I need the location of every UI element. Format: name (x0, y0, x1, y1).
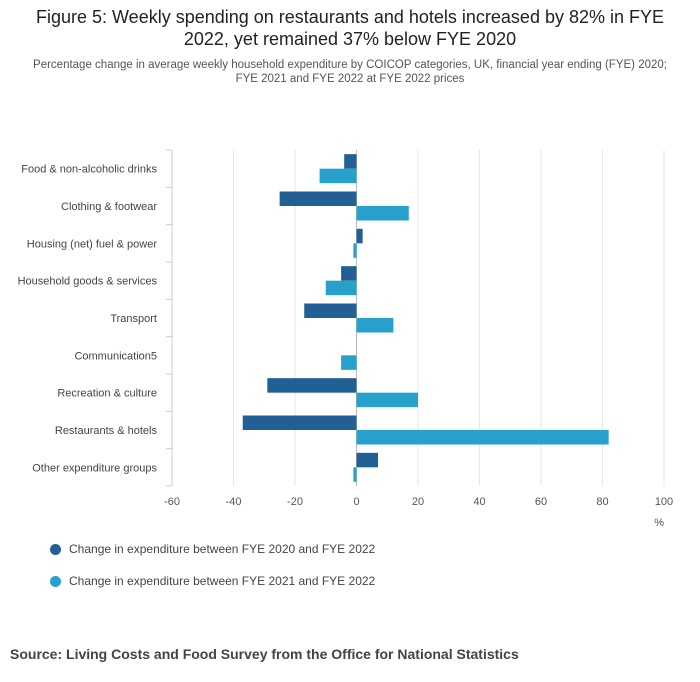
x-tick-label: 20 (412, 496, 424, 508)
bar-fye2020 (242, 415, 357, 430)
chart-title: Figure 5: Weekly spending on restaurants… (35, 7, 665, 49)
category-label: Transport (110, 313, 157, 325)
x-tick-label: -60 (164, 496, 180, 508)
bar-fye2020 (356, 228, 363, 244)
legend-swatch-fye2020 (50, 543, 61, 555)
bar-fye2021 (356, 430, 609, 445)
category-label: Housing (net) fuel & power (27, 238, 158, 250)
category-label: Food & non-alcoholic drinks (21, 164, 157, 176)
x-tick-label: 100 (655, 496, 673, 508)
bar-fye2020 (344, 154, 357, 169)
x-axis-label: % (654, 517, 664, 529)
category-label: Communication5 (74, 350, 157, 362)
category-label: Household goods & services (18, 276, 158, 288)
bar-fye2021 (353, 467, 357, 482)
bar-fye2020 (279, 191, 357, 206)
legend-label-fye2021: Change in expenditure between FYE 2021 a… (69, 574, 376, 588)
x-tick-label: -20 (287, 496, 303, 508)
x-tick-label: 0 (353, 496, 359, 508)
bar-fye2020 (267, 378, 357, 393)
x-tick-label: 40 (473, 496, 485, 508)
category-label: Restaurants & hotels (55, 425, 158, 437)
bar-fye2020 (356, 452, 379, 468)
bar-fye2021 (353, 243, 357, 258)
bar-chart: -60 -40 -20 0 20 40 60 80 100% Food & non-alcohol… (18, 149, 673, 529)
legend-swatch-fye2021 (50, 575, 61, 587)
x-tick-label: 80 (596, 496, 608, 508)
x-tick-label: 60 (535, 496, 547, 508)
chart-subtitle: Percentage change in average weekly hous… (33, 59, 667, 85)
bar-fye2021 (319, 168, 357, 184)
bar-fye2021 (356, 392, 418, 408)
category-label: Other expenditure groups (32, 462, 157, 474)
bar-fye2021 (356, 206, 409, 221)
category-label: Recreation & culture (57, 388, 157, 400)
bar-fye2021 (356, 318, 394, 333)
x-tick-label: -40 (226, 496, 242, 508)
bar-fye2020 (304, 303, 357, 318)
bar-fye2021 (325, 280, 357, 296)
category-label: Clothing & footwear (61, 201, 157, 213)
bar-fye2021 (341, 355, 357, 370)
source-note: Source: Living Costs and Food Survey fro… (10, 646, 519, 662)
bar-fye2020 (341, 266, 357, 281)
legend-label-fye2020: Change in expenditure between FYE 2020 a… (69, 542, 376, 556)
legend-item-fye2021: Change in expenditure between FYE 2021 a… (50, 573, 375, 589)
legend: Change in expenditure between FYE 2020 a… (50, 541, 375, 605)
legend-item-fye2020: Change in expenditure between FYE 2020 a… (50, 541, 375, 557)
